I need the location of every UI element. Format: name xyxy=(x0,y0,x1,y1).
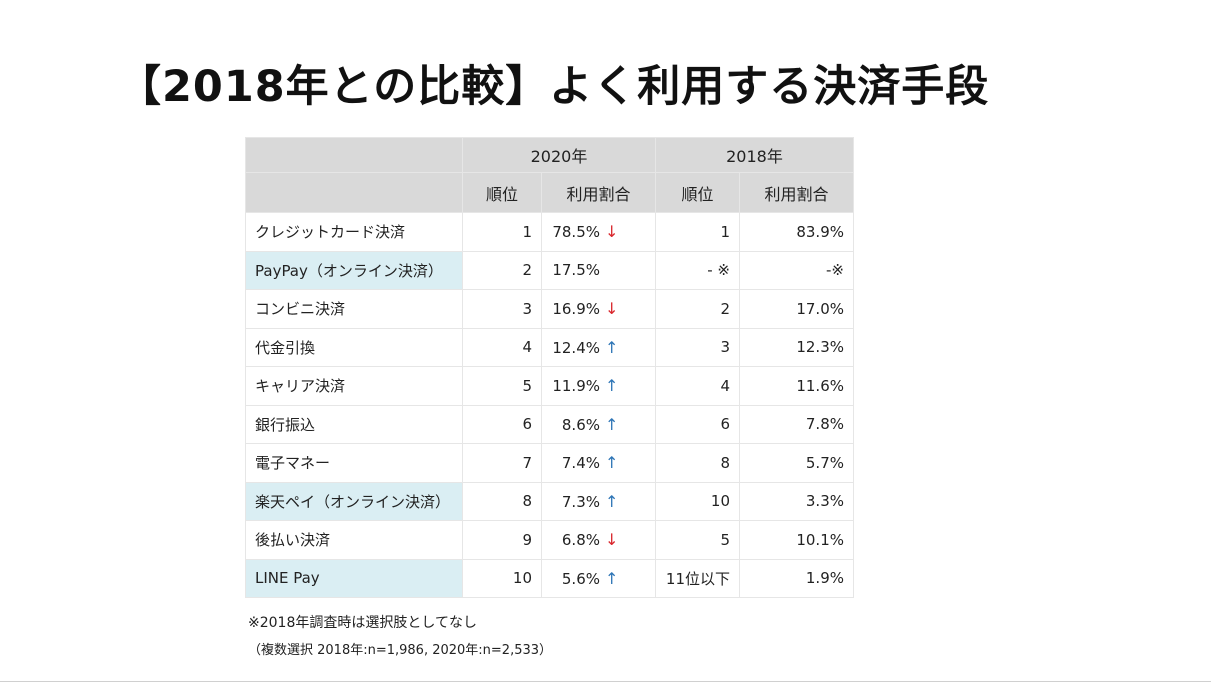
arrow-down-icon: ↓ xyxy=(605,530,619,550)
arrow-up-icon: ↑ xyxy=(605,376,619,396)
share-2020: 8.6% xyxy=(561,415,600,434)
share-2018: 11.6% xyxy=(739,366,854,406)
header-share-2020: 利用割合 xyxy=(541,172,656,213)
comparison-table: 2020年 2018年 順位 利用割合 順位 利用割合 クレジットカード決済 1… xyxy=(245,137,854,598)
header-share-2018: 利用割合 xyxy=(739,172,854,213)
share-2020: 78.5% xyxy=(552,223,600,242)
share-2018: 10.1% xyxy=(739,520,854,560)
rank-2018: 10 xyxy=(655,481,740,521)
rank-2020: 9 xyxy=(462,520,542,560)
rank-2018: 2 xyxy=(655,289,740,329)
payment-method-name: 代金引換 xyxy=(245,327,463,367)
share-2020-cell: 16.9% ↓ xyxy=(541,289,656,329)
rank-2018: 1 xyxy=(655,212,740,252)
table-row: キャリア決済 5 11.9% ↑ 4 11.6% xyxy=(245,366,854,406)
rank-2018: 3 xyxy=(655,327,740,367)
rank-2020: 6 xyxy=(462,404,542,444)
table-body: クレジットカード決済 1 78.5% ↓ 1 83.9% PayPay（オンライン… xyxy=(245,212,854,598)
share-2020: 7.4% xyxy=(561,454,600,473)
table-row: 後払い決済 9 6.8% ↓ 5 10.1% xyxy=(245,520,854,560)
share-2020: 5.6% xyxy=(561,569,600,588)
arrow-up-icon: ↑ xyxy=(605,414,619,434)
payment-method-name: LINE Pay xyxy=(245,558,463,598)
share-2018: 7.8% xyxy=(739,404,854,444)
rank-2020: 10 xyxy=(462,558,542,598)
share-2020-cell: 12.4% ↑ xyxy=(541,327,656,367)
table-row: コンビニ決済 3 16.9% ↓ 2 17.0% xyxy=(245,289,854,329)
payment-method-name: 銀行振込 xyxy=(245,404,463,444)
share-2020-cell: 78.5% ↓ xyxy=(541,212,656,252)
arrow-up-icon: ↑ xyxy=(605,453,619,473)
share-2018: 12.3% xyxy=(739,327,854,367)
arrow-up-icon: ↑ xyxy=(605,568,619,588)
rank-2020: 5 xyxy=(462,366,542,406)
share-2018: -※ xyxy=(739,250,854,290)
rank-2018: - ※ xyxy=(655,250,740,290)
share-2020-cell: 5.6% ↑ xyxy=(541,558,656,598)
table-row: 代金引換 4 12.4% ↑ 3 12.3% xyxy=(245,327,854,367)
header-corner xyxy=(245,137,463,173)
header-rank-2018: 順位 xyxy=(655,172,740,213)
rank-2018: 8 xyxy=(655,443,740,483)
payment-method-name: 後払い決済 xyxy=(245,520,463,560)
header-year-2018: 2018年 xyxy=(655,137,854,173)
table-row: 電子マネー 7 7.4% ↑ 8 5.7% xyxy=(245,443,854,483)
rank-2020: 4 xyxy=(462,327,542,367)
rank-2020: 2 xyxy=(462,250,542,290)
slide-title: 【2018年との比較】よく利用する決済手段 xyxy=(118,62,990,112)
share-2018: 17.0% xyxy=(739,289,854,329)
arrow-up-icon: ↑ xyxy=(605,337,619,357)
table-row: クレジットカード決済 1 78.5% ↓ 1 83.9% xyxy=(245,212,854,252)
rank-2020: 1 xyxy=(462,212,542,252)
table-row: 銀行振込 6 8.6% ↑ 6 7.8% xyxy=(245,404,854,444)
footnote: ※2018年調査時は選択肢としてなし xyxy=(248,615,477,631)
arrow-down-icon: ↓ xyxy=(605,222,619,242)
arrow-down-icon: ↓ xyxy=(605,299,619,319)
rank-2020: 7 xyxy=(462,443,542,483)
share-2020-cell: 7.3% ↑ xyxy=(541,481,656,521)
share-2020: 7.3% xyxy=(561,492,600,511)
share-2020-cell: 6.8% ↓ xyxy=(541,520,656,560)
share-2018: 3.3% xyxy=(739,481,854,521)
share-2020-cell: 17.5% xyxy=(541,250,656,290)
arrow-up-icon: ↑ xyxy=(605,491,619,511)
header-row-years: 2020年 2018年 xyxy=(245,137,854,173)
share-2018: 83.9% xyxy=(739,212,854,252)
payment-method-name: PayPay（オンライン決済） xyxy=(245,250,463,290)
rank-2018: 11位以下 xyxy=(655,558,740,598)
header-row-columns: 順位 利用割合 順位 利用割合 xyxy=(245,172,854,213)
share-2020-cell: 7.4% ↑ xyxy=(541,443,656,483)
header-year-2020: 2020年 xyxy=(462,137,656,173)
share-2020: 12.4% xyxy=(552,338,600,357)
payment-method-name: コンビニ決済 xyxy=(245,289,463,329)
share-2020-cell: 11.9% ↑ xyxy=(541,366,656,406)
share-2018: 5.7% xyxy=(739,443,854,483)
table-row: PayPay（オンライン決済） 2 17.5% - ※ -※ xyxy=(245,250,854,290)
header-rank-2020: 順位 xyxy=(462,172,542,213)
rank-2018: 4 xyxy=(655,366,740,406)
bottom-divider xyxy=(0,681,1211,682)
share-2020-cell: 8.6% ↑ xyxy=(541,404,656,444)
payment-method-name: 楽天ペイ（オンライン決済） xyxy=(245,481,463,521)
table-row: LINE Pay 10 5.6% ↑ 11位以下 1.9% xyxy=(245,558,854,598)
share-2018: 1.9% xyxy=(739,558,854,598)
share-2020: 11.9% xyxy=(552,377,600,396)
table-row: 楽天ペイ（オンライン決済） 8 7.3% ↑ 10 3.3% xyxy=(245,481,854,521)
payment-method-name: 電子マネー xyxy=(245,443,463,483)
rank-2018: 5 xyxy=(655,520,740,560)
share-2020: 17.5% xyxy=(552,261,600,280)
share-2020: 6.8% xyxy=(561,531,600,550)
payment-method-name: キャリア決済 xyxy=(245,366,463,406)
share-2020: 16.9% xyxy=(552,300,600,319)
rank-2018: 6 xyxy=(655,404,740,444)
rank-2020: 3 xyxy=(462,289,542,329)
header-corner-lower xyxy=(245,172,463,213)
sample-size-note: （複数選択 2018年:n=1,986, 2020年:n=2,533） xyxy=(248,643,553,658)
payment-method-name: クレジットカード決済 xyxy=(245,212,463,252)
rank-2020: 8 xyxy=(462,481,542,521)
